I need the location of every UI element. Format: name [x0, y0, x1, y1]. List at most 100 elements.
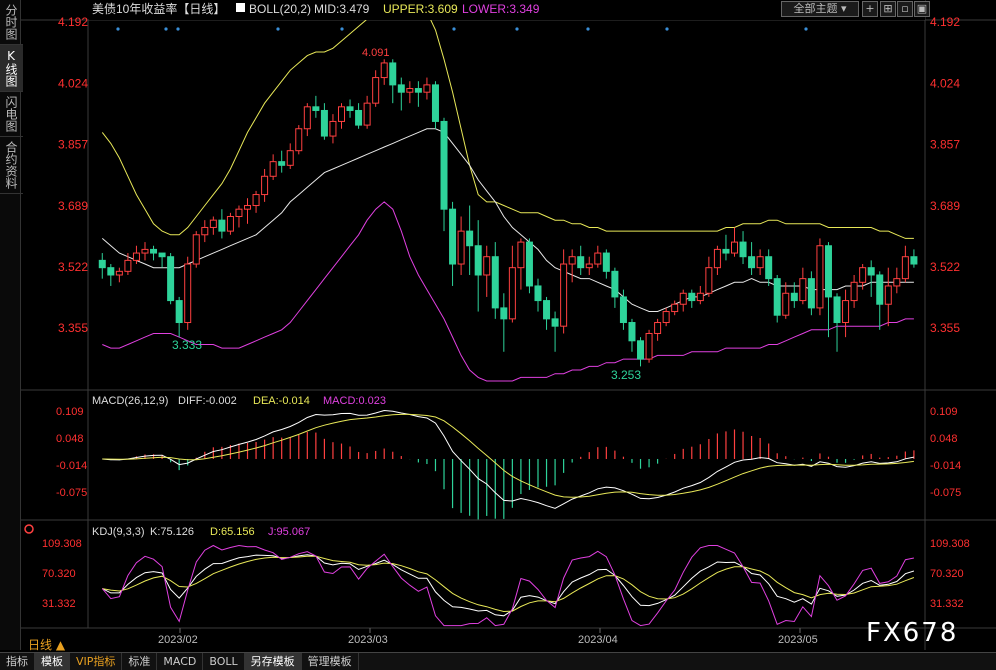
candle-body [98, 259, 106, 269]
candle-body [713, 248, 721, 269]
x-tick-label: 2023/02 [158, 634, 198, 646]
macd-tick-left: -0.075 [56, 487, 87, 499]
candle-body [585, 263, 593, 269]
candle-body [534, 285, 542, 302]
candle-body [115, 270, 123, 276]
candle-body [132, 252, 140, 261]
event-dot [452, 27, 456, 31]
candle-body [423, 84, 431, 93]
kdj-tick-right: 109.308 [930, 538, 970, 550]
y-tick-right: 3.689 [930, 199, 960, 213]
candle-body [466, 230, 474, 247]
tab-lightning[interactable]: 闪电图 [0, 92, 23, 137]
candle-body [739, 241, 747, 258]
sidebar: 分时图 K线图 闪电图 合约资料 [0, 0, 23, 650]
low-annotation-1: 3.333 [172, 338, 202, 352]
bottom-tab-vip[interactable]: VIP指标 [70, 653, 123, 670]
settings-icon[interactable]: ▣ [914, 1, 930, 17]
bottom-tab-macd[interactable]: MACD [157, 653, 204, 670]
kdj-tick-left: 70.320 [42, 568, 76, 580]
candle-body [363, 102, 371, 126]
candle-body [346, 106, 354, 111]
event-dot [586, 27, 590, 31]
y-tick-right: 4.024 [930, 76, 960, 90]
event-dot [164, 27, 168, 31]
bottom-tab-boll[interactable]: BOLL [203, 653, 245, 670]
kdj-k-line [102, 554, 915, 617]
kdj-tick-right: 70.320 [930, 568, 964, 580]
candle-body [790, 292, 798, 302]
candle-body [705, 267, 713, 294]
fullscreen-icon[interactable]: ⊞ [880, 1, 896, 17]
theme-dropdown[interactable]: 全部主题 ▾ [781, 1, 859, 17]
zoom-out-icon[interactable]: ▫ [897, 1, 913, 17]
candle-body [175, 300, 183, 324]
candle-body [782, 292, 790, 316]
event-dot [804, 27, 808, 31]
event-dot [276, 27, 280, 31]
y-tick-right: 3.522 [930, 260, 960, 274]
candle-body [756, 256, 764, 269]
boll-mid-overlay: MID:3.479 [314, 2, 370, 16]
tab-kline[interactable]: K线图 [0, 45, 23, 92]
candle-body [884, 285, 892, 305]
bottom-tab-save-template[interactable]: 另存模板 [244, 653, 302, 670]
kdj-k: K:75.126 [150, 526, 194, 538]
kdj-tick-right: 31.332 [930, 598, 964, 610]
candle-body [637, 340, 645, 360]
bottom-tab-standard[interactable]: 标准 [122, 653, 158, 670]
chart-title-overlay: 美债10年收益率【日线】 [92, 1, 225, 16]
kdj-j: J:95.067 [268, 526, 310, 538]
candle-body [816, 245, 824, 309]
event-dot [515, 27, 519, 31]
boll-marker-overlay [236, 3, 245, 12]
event-dot [340, 27, 344, 31]
candle-body [483, 256, 491, 276]
candle-body [150, 248, 158, 254]
candle-body [235, 208, 243, 217]
candle-body [184, 263, 192, 324]
candle-body [594, 252, 602, 265]
candle-body [893, 278, 901, 287]
candle-body [141, 248, 149, 254]
event-dot [665, 27, 669, 31]
candle-body [824, 245, 832, 298]
candle-body [730, 241, 738, 254]
period-button[interactable]: 日线 ▲ [28, 638, 66, 652]
candle-body [867, 267, 875, 276]
candle-body [568, 256, 576, 265]
y-tick-right: 3.355 [930, 321, 960, 335]
zoom-in-icon[interactable]: + [862, 1, 878, 17]
boll-lower-line [102, 201, 914, 382]
kdj-tick-left: 109.308 [42, 538, 82, 550]
candle-body [876, 274, 884, 305]
macd-tick-left: 0.048 [56, 433, 84, 445]
bottom-tab-manage-template[interactable]: 管理模板 [302, 653, 359, 670]
candle-body [414, 88, 422, 93]
candle-body [201, 226, 209, 236]
macd-tick-right: -0.075 [930, 487, 961, 499]
macd-dea: DEA:-0.014 [253, 395, 310, 407]
theme-label: 全部主题 [793, 2, 838, 15]
watermark: FX678 [866, 618, 959, 648]
candle-body [244, 205, 252, 210]
tab-timeshare[interactable]: 分时图 [0, 0, 23, 45]
macd-diff-line [102, 409, 914, 509]
kdj-label: KDJ(9,3,3) [92, 526, 145, 538]
candle-body [525, 241, 533, 287]
macd-label: MACD(26,12,9) [92, 395, 168, 407]
candle-body [765, 256, 773, 280]
candle-body [807, 278, 815, 309]
bottom-tab-template[interactable]: 模板 [35, 653, 70, 670]
candle-body [679, 292, 687, 305]
candle-body [158, 252, 166, 258]
macd-tick-left: 0.109 [56, 406, 84, 418]
bottom-tab-indicator[interactable]: 指标 [0, 653, 35, 670]
candle-body [560, 263, 568, 327]
candle-body [491, 256, 499, 309]
candle-body [406, 88, 414, 93]
candle-body [449, 208, 457, 265]
x-tick-label: 2023/04 [578, 634, 618, 646]
tab-contract-info[interactable]: 合约资料 [0, 137, 23, 194]
